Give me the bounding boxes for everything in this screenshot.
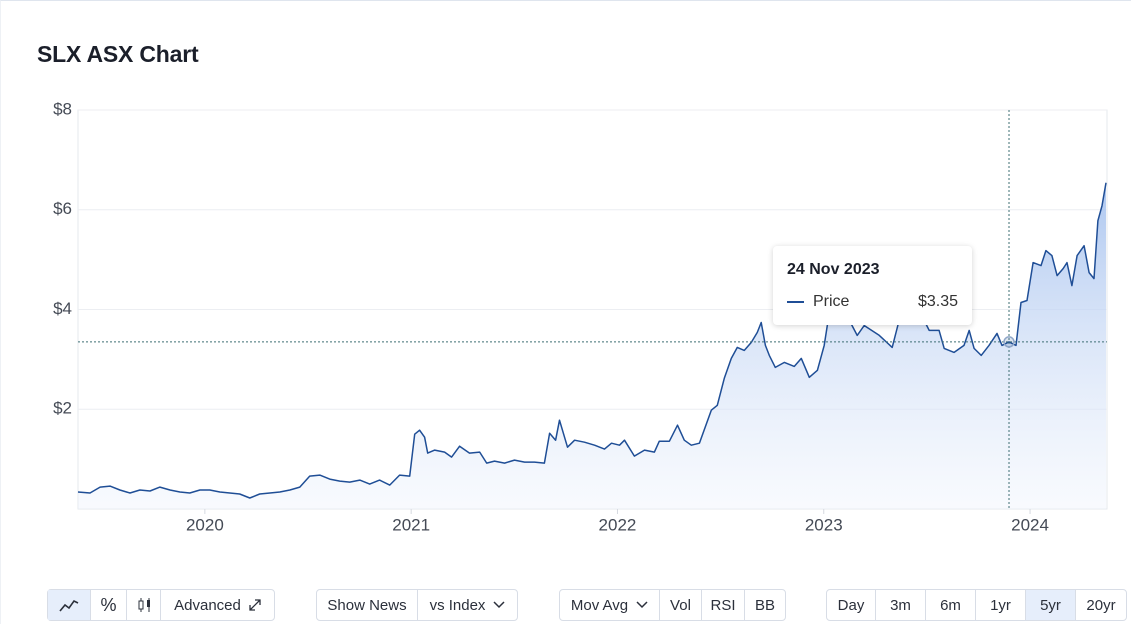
tooltip-date: 24 Nov 2023 [787, 261, 880, 278]
x-tick-label: 2023 [805, 515, 843, 534]
line-chart-button[interactable] [48, 590, 91, 620]
bb-button[interactable]: BB [754, 596, 775, 614]
range-button[interactable]: 1yr [976, 590, 1026, 620]
rsi-button[interactable]: RSI [702, 590, 745, 620]
range-group: Day 3m 6m 1yr 5yr 20yr [826, 589, 1127, 621]
indicator-group: Mov Avg Vol RSI BB [559, 589, 786, 621]
range-button[interactable]: 20yr [1086, 596, 1116, 614]
advanced-label: Advanced [174, 596, 241, 614]
range-button[interactable]: 5yr [1026, 590, 1076, 620]
percent-button[interactable]: % [91, 590, 127, 620]
vol-button[interactable]: Vol [660, 590, 702, 620]
tooltip-swatch [787, 301, 804, 303]
tooltip: 24 Nov 2023 Price $3.35 [773, 246, 972, 325]
expand-icon [249, 599, 261, 611]
vs-index-label: vs Index [429, 596, 486, 614]
x-tick-label: 2020 [186, 515, 224, 534]
x-tick-label: 2024 [1011, 515, 1049, 534]
area [78, 182, 1106, 510]
candle-icon [138, 598, 150, 612]
range-button[interactable]: 3m [876, 590, 926, 620]
show-news-button[interactable]: Show News [317, 590, 418, 620]
tooltip-series: Price [813, 293, 850, 310]
advanced-button[interactable]: Advanced [161, 590, 274, 620]
range-button[interactable]: 6m [926, 590, 976, 620]
price-line [77, 182, 1107, 499]
overlay-group: Show News vs Index [316, 589, 518, 621]
chart: $2 $4 $6 $8 2020 2021 2022 2023 2024 [53, 99, 1108, 534]
chevron-icon [493, 601, 505, 609]
x-tick-label: 2022 [599, 515, 637, 534]
x-tick-label: 2021 [392, 515, 430, 534]
chart-title: SLX ASX Chart [37, 41, 199, 67]
line-icon [59, 599, 79, 612]
candle-button[interactable] [127, 590, 161, 620]
y-tick-label: $8 [53, 99, 72, 118]
chevron-icon [636, 601, 648, 609]
vs-index-button[interactable]: vs Index [418, 590, 517, 620]
mov-avg-button[interactable]: Mov Avg [560, 590, 660, 620]
range-button[interactable]: Day [827, 590, 876, 620]
mov-avg-label: Mov Avg [570, 596, 629, 614]
hover-point [1003, 336, 1015, 348]
y-tick-label: $2 [53, 399, 72, 418]
tooltip-value: $3.35 [917, 293, 958, 310]
y-tick-label: $6 [53, 199, 72, 218]
chart-type-group: % Advanced [47, 589, 275, 621]
y-tick-label: $4 [53, 299, 72, 318]
